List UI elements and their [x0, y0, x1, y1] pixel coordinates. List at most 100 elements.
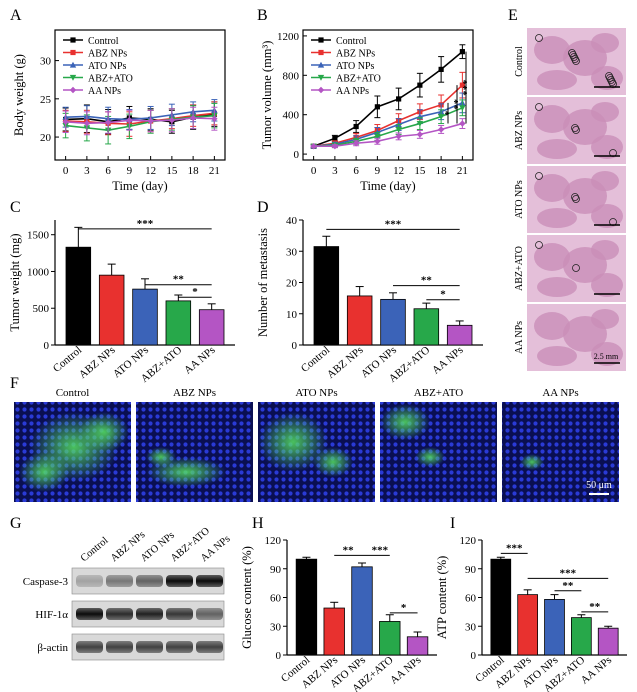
data-point — [437, 114, 445, 120]
green-signal — [19, 452, 69, 492]
metastasis-nodule — [572, 57, 580, 65]
data-point — [318, 37, 324, 43]
x-tick-label: 6 — [105, 165, 111, 177]
green-signal — [520, 454, 544, 470]
x-tick-label: 6 — [353, 165, 359, 177]
tissue-lobe — [591, 273, 623, 297]
metastasis-nodule — [535, 241, 543, 249]
data-point — [331, 143, 339, 150]
y-axis-label: Tumor volume (mm³) — [260, 41, 274, 150]
y-tick-label: 90 — [465, 564, 477, 576]
data-point — [459, 120, 466, 127]
y-tick-label: 60 — [465, 593, 477, 605]
bar-control — [490, 558, 512, 656]
legend-label: AA NPs — [336, 86, 369, 97]
tissue-lobe — [591, 33, 619, 53]
y-tick-label: 120 — [460, 535, 477, 547]
data-point — [318, 49, 324, 56]
x-tick-label: 21 — [209, 165, 220, 177]
significance-label: * — [443, 110, 455, 116]
panel-letter-F: F — [10, 375, 19, 392]
metastasis-nodule — [568, 49, 576, 57]
histology-row-label: ABZ+ATO — [514, 246, 525, 291]
data-point — [438, 66, 444, 72]
series-line-abz-nps — [65, 112, 215, 125]
fluorescence-image — [502, 402, 619, 502]
x-tick-label: 3 — [332, 165, 338, 177]
data-point — [332, 135, 338, 141]
histology-row-label: ATO NPs — [514, 180, 525, 219]
protein-band — [196, 608, 223, 620]
data-point — [211, 115, 218, 122]
protein-band — [196, 575, 223, 587]
metastasis-nodule — [569, 51, 577, 59]
x-tick-label: 12 — [393, 165, 404, 177]
tissue-lobe — [591, 204, 623, 228]
scale-label: 50 μm — [586, 480, 612, 491]
protein-band — [106, 575, 133, 587]
data-point — [317, 61, 325, 68]
y-tick-label: 0 — [294, 149, 300, 161]
bar-aa-nps — [406, 636, 429, 656]
x-tick-label: 21 — [457, 165, 468, 177]
green-signal — [79, 412, 129, 452]
x-tick-label: 9 — [127, 165, 133, 177]
x-tick-label: 15 — [166, 165, 178, 177]
tissue-lobe — [534, 36, 570, 64]
significance-label: * — [440, 289, 446, 301]
data-point — [416, 120, 424, 127]
green-signal — [415, 447, 445, 467]
protein-band — [76, 575, 103, 587]
tissue-lobe — [534, 105, 570, 133]
x-tick-label: 9 — [375, 165, 381, 177]
legend-label: ABZ+ATO — [336, 74, 381, 85]
blot-row-label: β-actin — [37, 642, 68, 654]
data-point — [69, 86, 77, 94]
metastasis-nodule — [535, 34, 543, 42]
data-point — [62, 118, 69, 125]
protein-band — [136, 575, 163, 587]
significance-label: *** — [461, 79, 473, 96]
metastasis-nodule — [572, 264, 580, 272]
data-point — [83, 120, 91, 127]
data-point — [374, 138, 381, 145]
bar-abz-nps — [98, 274, 125, 346]
legend-label: AA NPs — [88, 86, 121, 97]
bar-aa-nps — [446, 324, 473, 346]
tissue-lobe — [591, 135, 623, 159]
x-tick-label: ABZ NPs — [325, 344, 366, 381]
y-tick-label: 30 — [286, 246, 298, 258]
significance-label: * — [401, 602, 407, 614]
y-tick-label: 40 — [286, 215, 298, 227]
tissue-lobe — [534, 174, 570, 202]
lung-histology-panel: Control ABZ NPs ATO NPs ABZ+ATO AA NPs 2.5 mm — [514, 28, 626, 371]
metastasis-nodule — [608, 78, 616, 86]
protein-band — [106, 641, 133, 653]
x-tick-label: AA NPs — [388, 654, 424, 687]
data-point — [70, 37, 76, 43]
series-line-aa-nps — [313, 122, 463, 148]
panel-letter-B: B — [257, 7, 268, 24]
panel-letter-E: E — [508, 7, 518, 24]
bar-abz-ato — [379, 621, 401, 656]
bar-abz-nps — [323, 607, 345, 656]
blot-row-label: Caspase-3 — [23, 576, 69, 588]
bar-ato-nps — [544, 599, 565, 656]
bar-abz-ato — [571, 617, 592, 656]
y-axis-label: Number of metastasis — [256, 228, 270, 337]
data-point — [69, 74, 77, 81]
bar-abz-nps — [346, 295, 373, 346]
metastasis-nodule — [570, 53, 578, 61]
tissue-lobe — [591, 342, 623, 366]
data-point — [189, 114, 197, 122]
protein-band — [76, 608, 103, 620]
y-tick-label: 0 — [276, 650, 282, 662]
legend-label: ABZ+ATO — [88, 74, 133, 85]
y-tick-label: 500 — [33, 303, 50, 315]
y-tick-label: 90 — [270, 564, 282, 576]
y-tick-label: 25 — [40, 94, 52, 106]
panel-letter-D: D — [257, 199, 269, 216]
